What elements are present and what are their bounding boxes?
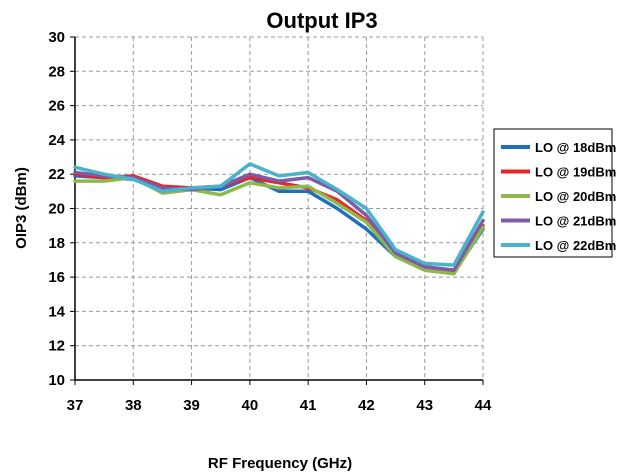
- x-tick-label: 41: [300, 397, 317, 414]
- x-tick-label: 43: [416, 397, 433, 414]
- y-tick-label: 18: [48, 235, 65, 252]
- y-tick-label: 10: [48, 372, 65, 389]
- legend-box: [493, 128, 613, 258]
- y-tick-label: 28: [48, 63, 65, 80]
- legend: LO @ 18dBm LO @ 19dBm LO @ 20dBm LO @ 21dBm…: [493, 128, 616, 258]
- x-tick-label: 37: [67, 397, 84, 414]
- series-line-1: [73, 174, 485, 274]
- y-tick-label: 12: [48, 338, 65, 355]
- legend-label-3: LO @ 20dBm: [535, 189, 616, 204]
- x-tick-label: 38: [125, 397, 142, 414]
- series-line-5: [73, 162, 485, 267]
- y-tick-label: 14: [48, 303, 65, 320]
- y-tick-label: 16: [48, 269, 65, 286]
- x-tick-label: 42: [358, 397, 375, 414]
- y-tick-label: 30: [48, 29, 65, 46]
- y-tick-label: 20: [48, 201, 65, 218]
- legend-items: LO @ 18dBm LO @ 19dBm LO @ 20dBm LO @ 21dBm…: [501, 140, 616, 253]
- x-tick-label: 44: [475, 397, 492, 414]
- series-lines: [73, 162, 485, 276]
- y-axis-label: OIP3 (dBm): [13, 167, 30, 249]
- y-tick-label: 26: [48, 98, 65, 115]
- x-axis-label: RF Frequency (GHz): [208, 455, 352, 472]
- chart-title: Output IP3: [266, 8, 377, 33]
- y-tick-label: 24: [48, 132, 65, 149]
- legend-label-4: LO @ 21dBm: [535, 214, 616, 229]
- legend-label-5: LO @ 22dBm: [535, 238, 616, 253]
- legend-label-2: LO @ 19dBm: [535, 165, 616, 180]
- grid-lines: [75, 36, 484, 380]
- tick-labels: 10 12 14 16 18 20 22 24 26 28 30 37 38 39 40 41 42 43 44: [48, 29, 492, 414]
- y-tick-label: 22: [48, 166, 65, 183]
- x-tick-label: 40: [242, 397, 259, 414]
- x-tick-label: 39: [183, 397, 200, 414]
- series-line-4: [73, 170, 485, 272]
- plot-axes: [70, 36, 484, 385]
- legend-label-1: LO @ 18dBm: [535, 140, 616, 155]
